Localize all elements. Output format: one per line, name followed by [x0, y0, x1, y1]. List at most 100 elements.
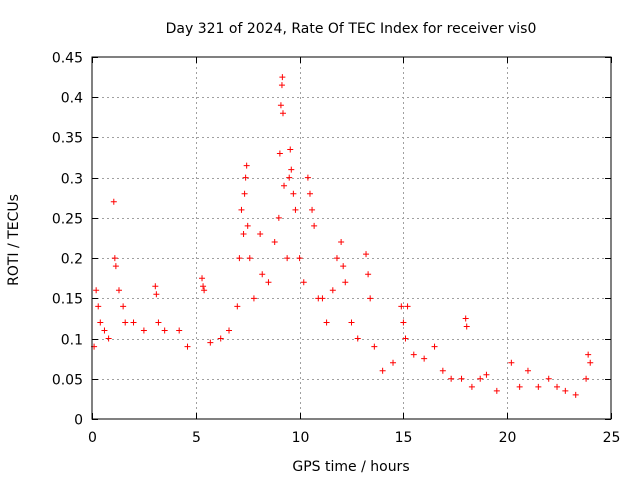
data-point [265, 279, 272, 286]
data-point [120, 303, 127, 310]
data-point [585, 351, 592, 358]
data-point [287, 146, 294, 153]
data-point [97, 319, 104, 326]
data-point [319, 295, 326, 302]
data-point [95, 303, 102, 310]
x-tick-label: 0 [88, 430, 97, 446]
data-point [342, 279, 349, 286]
data-point [290, 190, 297, 197]
chart-title: Day 321 of 2024, Rate Of TEC Index for r… [166, 21, 537, 37]
data-point [562, 387, 569, 394]
data-point [354, 335, 361, 342]
data-point [240, 230, 247, 237]
y-tick-label: 0 [74, 413, 83, 429]
x-tick-label: 25 [603, 430, 621, 446]
data-point [333, 255, 340, 262]
data-point [284, 255, 291, 262]
data-point [244, 222, 251, 229]
data-point [288, 166, 295, 173]
data-point [309, 206, 316, 213]
data-point [155, 319, 162, 326]
plot-frame [91, 56, 612, 420]
x-tick-label: 5 [192, 430, 201, 446]
data-point [404, 303, 411, 310]
data-point [176, 327, 183, 334]
data-point [236, 255, 243, 262]
data-point [130, 319, 137, 326]
y-axis-label: ROTI / TECUs [6, 194, 22, 286]
data-point [535, 383, 542, 390]
x-tick-label: 10 [292, 430, 310, 446]
data-point [140, 327, 147, 334]
data-point [257, 230, 264, 237]
data-point [545, 375, 552, 382]
data-point [329, 287, 336, 294]
data-point [199, 275, 206, 282]
data-point [271, 239, 278, 246]
data-point [296, 255, 303, 262]
data-point [516, 383, 523, 390]
data-point [365, 271, 372, 278]
y-tick-label: 0.05 [52, 373, 83, 389]
y-tick-label: 0.15 [52, 292, 83, 308]
data-point [246, 255, 253, 262]
x-axis-label: GPS time / hours [292, 459, 409, 475]
data-point [277, 102, 284, 109]
data-point [112, 263, 119, 270]
data-point [152, 283, 159, 290]
data-point [304, 174, 311, 181]
data-point [93, 287, 100, 294]
data-point [431, 343, 438, 350]
data-point [276, 150, 283, 157]
axis-ticks [92, 57, 612, 420]
data-point [238, 206, 245, 213]
tick-labels: 0 0.05 0.1 0.15 0.2 0.25 0.3 0.35 0.4 0.45 0 5 10 15 2… [52, 51, 621, 447]
data-points [91, 74, 594, 398]
data-point [110, 198, 117, 205]
data-point [217, 335, 224, 342]
y-tick-label: 0.35 [52, 131, 83, 147]
data-point [105, 335, 112, 342]
data-point [281, 182, 288, 189]
data-point [122, 319, 129, 326]
data-point [508, 359, 515, 366]
y-tick-label: 0.3 [61, 172, 83, 188]
y-tick-label: 0.4 [61, 91, 83, 107]
data-point [363, 251, 370, 258]
data-point [101, 327, 108, 334]
data-point [311, 222, 318, 229]
data-point [250, 295, 257, 302]
data-point [410, 351, 417, 358]
data-point [306, 190, 313, 197]
data-point [115, 287, 122, 294]
data-point [587, 359, 594, 366]
data-point [300, 279, 307, 286]
data-point [200, 283, 207, 290]
y-tick-label: 0.1 [61, 333, 83, 349]
data-point [279, 74, 286, 81]
data-point [572, 391, 579, 398]
data-point [241, 190, 248, 197]
data-point [493, 387, 500, 394]
data-point [439, 367, 446, 374]
y-tick-label: 0.25 [52, 212, 83, 228]
data-point [340, 263, 347, 270]
data-point [400, 319, 407, 326]
data-point [477, 375, 484, 382]
data-point [458, 375, 465, 382]
data-point [111, 255, 118, 262]
data-point [292, 206, 299, 213]
data-point [243, 162, 250, 169]
data-point [367, 295, 374, 302]
data-point [524, 367, 531, 374]
y-tick-label: 0.45 [52, 51, 83, 67]
grid-lines [92, 57, 611, 419]
data-point [448, 375, 455, 382]
data-point [259, 271, 266, 278]
x-tick-label: 15 [395, 430, 413, 446]
data-point [226, 327, 233, 334]
data-point [371, 343, 378, 350]
data-point [323, 319, 330, 326]
data-point [161, 327, 168, 334]
